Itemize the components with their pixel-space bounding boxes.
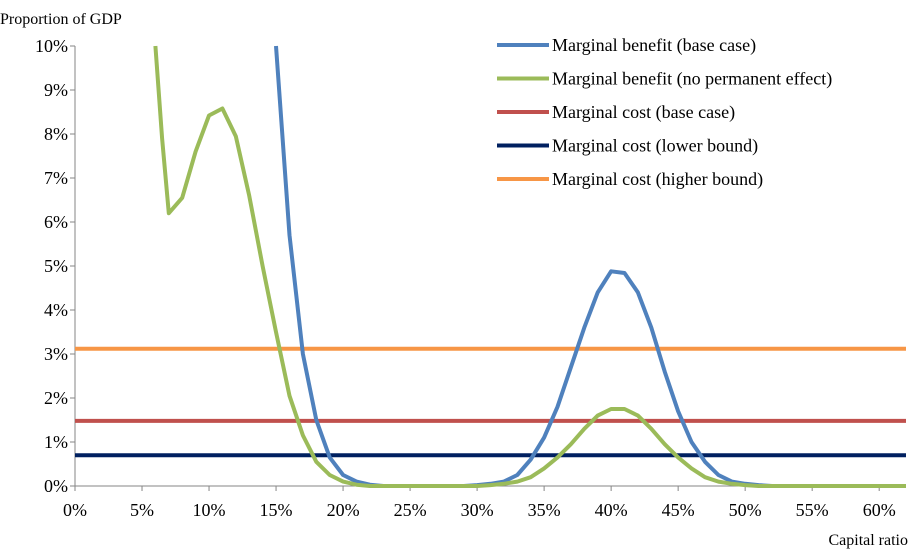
y-axis-title: Proportion of GDP (0, 11, 122, 28)
y-tick-label: 9% (44, 80, 68, 100)
x-tick-label: 55% (796, 500, 829, 520)
y-tick-label: 5% (44, 256, 68, 276)
series-lines (75, 45, 906, 488)
x-tick-label: 30% (461, 500, 494, 520)
x-tick-labels: 0% 5% 10% 15% 20% 25% 30% 35% 40% 45% 50% 55% 60% (63, 486, 896, 520)
y-tick-label: 0% (44, 476, 68, 496)
y-tick-label: 4% (44, 300, 68, 320)
x-tick-label: 40% (595, 500, 628, 520)
y-tick-label: 1% (44, 432, 68, 452)
y-tick-label: 8% (44, 124, 68, 144)
x-tick-label: 35% (528, 500, 561, 520)
legend-label: Marginal benefit (base case) (552, 35, 756, 56)
legend-label: Marginal benefit (no permanent effect) (552, 69, 832, 90)
y-tick-labels: 0% 1% 2% 3% 4% 5% 6% 7% 8% 9% 10% (35, 36, 75, 496)
x-tick-label: 45% (662, 500, 695, 520)
x-tick-label: 15% (260, 500, 293, 520)
y-tick-label: 6% (44, 212, 68, 232)
x-tick-label: 20% (327, 500, 360, 520)
legend: Marginal benefit (base case) Marginal ben… (497, 35, 832, 190)
x-tick-label: 5% (130, 500, 154, 520)
y-tick-label: 2% (44, 388, 68, 408)
x-tick-label: 50% (729, 500, 762, 520)
y-tick-label: 7% (44, 168, 68, 188)
y-tick-label: 10% (35, 36, 68, 56)
x-tick-label: 25% (394, 500, 427, 520)
x-tick-label: 10% (193, 500, 226, 520)
x-axis-title: Capital ratio (828, 532, 908, 549)
x-tick-label: 0% (63, 500, 87, 520)
legend-label: Marginal cost (lower bound) (552, 136, 758, 157)
x-tick-label: 60% (863, 500, 896, 520)
y-tick-label: 3% (44, 344, 68, 364)
legend-label: Marginal cost (higher bound) (552, 169, 763, 190)
legend-label: Marginal cost (base case) (552, 102, 735, 123)
series-line-1 (153, 45, 906, 488)
